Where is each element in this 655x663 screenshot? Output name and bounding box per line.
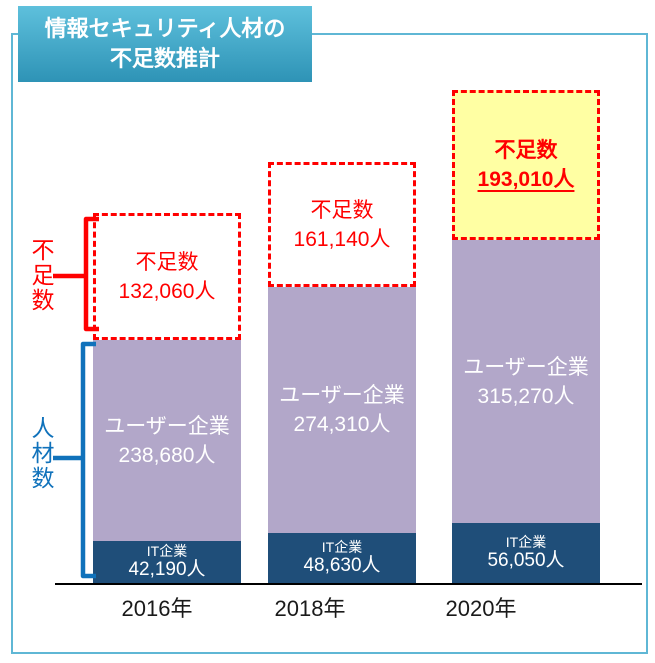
bar-2016-it-segment: IT企業 42,190人 bbox=[93, 541, 241, 583]
user-label: ユーザー企業 bbox=[463, 355, 589, 379]
bar-2020-user-segment: ユーザー企業 315,270人 bbox=[452, 240, 600, 523]
it-value: 56,050人 bbox=[487, 550, 565, 571]
x-tick-2016: 2016年 bbox=[121, 596, 193, 621]
x-axis-line bbox=[55, 583, 642, 585]
it-value: 48,630人 bbox=[303, 555, 381, 576]
user-label: ユーザー企業 bbox=[279, 384, 405, 407]
shortage-axis-label: 不足数 bbox=[28, 238, 54, 313]
bar-2016-shortage-box: 不足数 132,060人 bbox=[93, 213, 241, 340]
bar-2016-user-segment: ユーザー企業 238,680人 bbox=[93, 340, 241, 541]
shortage-label: 不足数 bbox=[494, 139, 558, 162]
shortage-value: 193,010人 bbox=[477, 168, 575, 191]
x-tick-2018: 2018年 bbox=[274, 596, 346, 621]
x-tick-2020: 2020年 bbox=[445, 596, 517, 621]
shortage-label: 不足数 bbox=[310, 198, 374, 222]
it-value: 42,190人 bbox=[128, 559, 206, 580]
user-value: 315,270人 bbox=[477, 384, 575, 408]
chart-title-line1: 情報セキュリティ人材の bbox=[44, 16, 286, 41]
shortage-label: 不足数 bbox=[135, 250, 199, 274]
bar-2020-shortage-box: 不足数 193,010人 bbox=[452, 90, 600, 240]
user-value: 238,680人 bbox=[118, 443, 216, 467]
it-label: IT企業 bbox=[321, 539, 363, 555]
chart-title: 情報セキュリティ人材の 不足数推計 bbox=[18, 6, 312, 82]
bar-2018-user-segment: ユーザー企業 274,310人 bbox=[268, 287, 416, 533]
user-label: ユーザー企業 bbox=[104, 414, 230, 438]
it-label: IT企業 bbox=[505, 534, 547, 550]
chart-title-line2: 不足数推計 bbox=[109, 46, 220, 71]
personnel-axis-label: 人材数 bbox=[28, 416, 54, 491]
bar-2020-it-segment: IT企業 56,050人 bbox=[452, 523, 600, 583]
shortage-value: 161,140人 bbox=[293, 227, 391, 251]
it-label: IT企業 bbox=[146, 543, 188, 559]
user-value: 274,310人 bbox=[293, 413, 391, 436]
shortage-value: 132,060人 bbox=[118, 279, 216, 303]
bar-2018-shortage-box: 不足数 161,140人 bbox=[268, 162, 416, 287]
bar-2018-it-segment: IT企業 48,630人 bbox=[268, 533, 416, 583]
